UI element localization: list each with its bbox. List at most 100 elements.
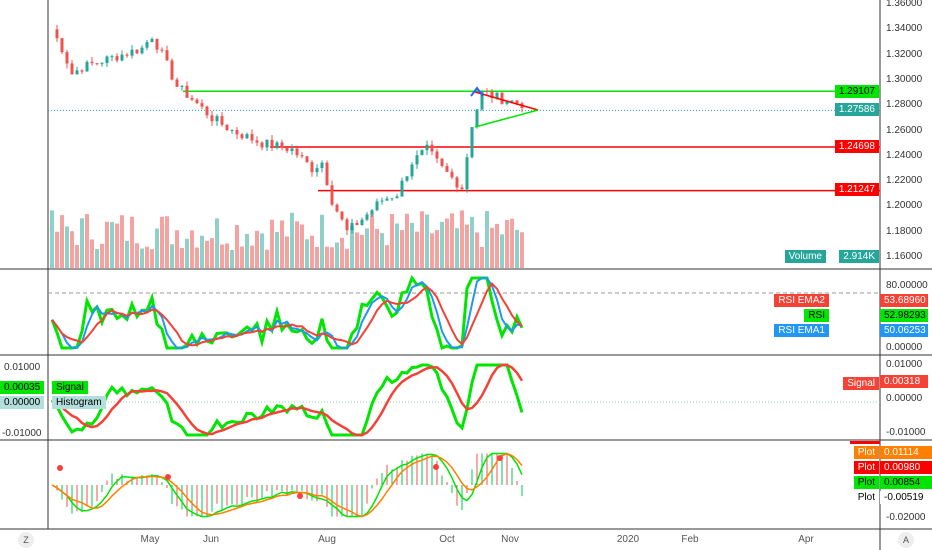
candle bbox=[380, 200, 384, 202]
candle bbox=[140, 47, 144, 54]
candle bbox=[435, 151, 439, 159]
rsi-tag-name: RSI EMA2 bbox=[774, 294, 829, 307]
time-label: Nov bbox=[501, 534, 519, 545]
plot-tag-name: Plot bbox=[853, 491, 879, 504]
price-axis-label: 1.22000 bbox=[886, 175, 923, 187]
volume-bar bbox=[455, 228, 459, 268]
candle bbox=[300, 155, 304, 157]
candle bbox=[65, 52, 69, 64]
volume-bar bbox=[400, 230, 404, 268]
auto-scale-button[interactable]: A bbox=[898, 532, 914, 548]
volume-bar bbox=[445, 218, 449, 268]
volume-bar bbox=[195, 247, 199, 268]
volume-bar bbox=[515, 229, 519, 268]
candle bbox=[415, 155, 419, 165]
volume-bar bbox=[335, 242, 339, 268]
volume-bar bbox=[170, 244, 174, 268]
price-axis-label: 1.30000 bbox=[886, 73, 923, 85]
price-tag: 1.29107 bbox=[834, 85, 879, 98]
volume-bar bbox=[150, 249, 154, 268]
candle bbox=[185, 85, 189, 98]
candle bbox=[105, 56, 109, 64]
candle bbox=[485, 90, 489, 92]
volume-bar bbox=[290, 212, 294, 268]
timezone-button[interactable]: Z bbox=[18, 532, 34, 548]
price-axis-label: 1.32000 bbox=[886, 48, 923, 60]
plot-line bbox=[51, 452, 523, 518]
candle bbox=[445, 165, 449, 172]
candle bbox=[335, 204, 339, 212]
candle bbox=[470, 127, 474, 158]
rsi-tag-value: 53.68960 bbox=[880, 294, 928, 307]
volume-bar bbox=[510, 218, 514, 268]
candle bbox=[265, 139, 269, 148]
cross-dot bbox=[165, 474, 171, 480]
candle bbox=[85, 61, 89, 72]
macd-axis-label: 0.00000 bbox=[886, 393, 923, 404]
triangle-lower-line bbox=[474, 109, 539, 128]
volume-bar bbox=[450, 213, 454, 268]
volume-bar bbox=[75, 244, 79, 268]
candle bbox=[195, 99, 199, 104]
candle bbox=[515, 100, 519, 104]
candle bbox=[60, 38, 64, 53]
candle bbox=[145, 42, 149, 48]
candle bbox=[215, 116, 219, 122]
volume-bar bbox=[80, 218, 84, 268]
volume-bar bbox=[330, 247, 334, 268]
hist-left-value: 0.00000 bbox=[0, 396, 45, 409]
volume-bar bbox=[255, 230, 259, 268]
cross-dot bbox=[497, 455, 503, 461]
volume-bar bbox=[190, 230, 194, 268]
volume-bar bbox=[370, 213, 374, 268]
plot-tag-value: 0.01114 bbox=[880, 446, 932, 459]
candle bbox=[365, 214, 369, 220]
volume-label: Volume bbox=[784, 250, 826, 263]
candle bbox=[330, 185, 334, 205]
price-axis-label: 1.16000 bbox=[886, 251, 923, 262]
candle bbox=[250, 134, 254, 141]
volume-bar bbox=[280, 220, 284, 268]
time-label: Jun bbox=[202, 534, 220, 545]
plot-marker bbox=[850, 441, 880, 444]
time-label: Oct bbox=[439, 534, 455, 545]
volume-bar bbox=[275, 231, 279, 268]
volume-bar bbox=[425, 214, 429, 268]
candle bbox=[395, 196, 399, 199]
price-axis-label: 1.28000 bbox=[886, 99, 923, 111]
volume-bar bbox=[210, 238, 214, 268]
volume-bar bbox=[65, 226, 69, 268]
candle bbox=[430, 144, 434, 152]
rsi-axis-label: 80.00000 bbox=[886, 280, 928, 291]
volume-bar bbox=[105, 221, 109, 268]
volume-bar bbox=[365, 228, 369, 268]
price-axis-label: 1.26000 bbox=[886, 124, 923, 136]
candle bbox=[490, 91, 494, 99]
volume-bar bbox=[100, 243, 104, 268]
candle bbox=[110, 56, 114, 58]
volume-bar bbox=[140, 248, 144, 268]
candle bbox=[475, 109, 479, 128]
candle bbox=[225, 124, 229, 131]
volume-bar bbox=[375, 228, 379, 268]
volume-bar bbox=[155, 228, 159, 268]
candle bbox=[305, 156, 309, 163]
volume-bar bbox=[215, 218, 219, 268]
volume-bar bbox=[145, 246, 149, 268]
candle bbox=[270, 139, 274, 148]
cross-dot bbox=[433, 464, 439, 470]
volume-bar bbox=[135, 243, 139, 268]
volume-bar bbox=[245, 233, 249, 268]
volume-bar bbox=[160, 216, 164, 268]
volume-bar bbox=[125, 240, 129, 268]
volume-bar bbox=[520, 232, 524, 268]
volume-bar bbox=[310, 235, 314, 268]
rsi-tag-value: 52.98293 bbox=[880, 309, 928, 322]
volume-bar bbox=[320, 214, 324, 268]
volume-bar bbox=[200, 235, 204, 268]
rsi-line bbox=[50, 274, 524, 351]
candle bbox=[175, 79, 179, 87]
volume-bar bbox=[350, 225, 354, 268]
macd-signal-line bbox=[51, 363, 524, 437]
